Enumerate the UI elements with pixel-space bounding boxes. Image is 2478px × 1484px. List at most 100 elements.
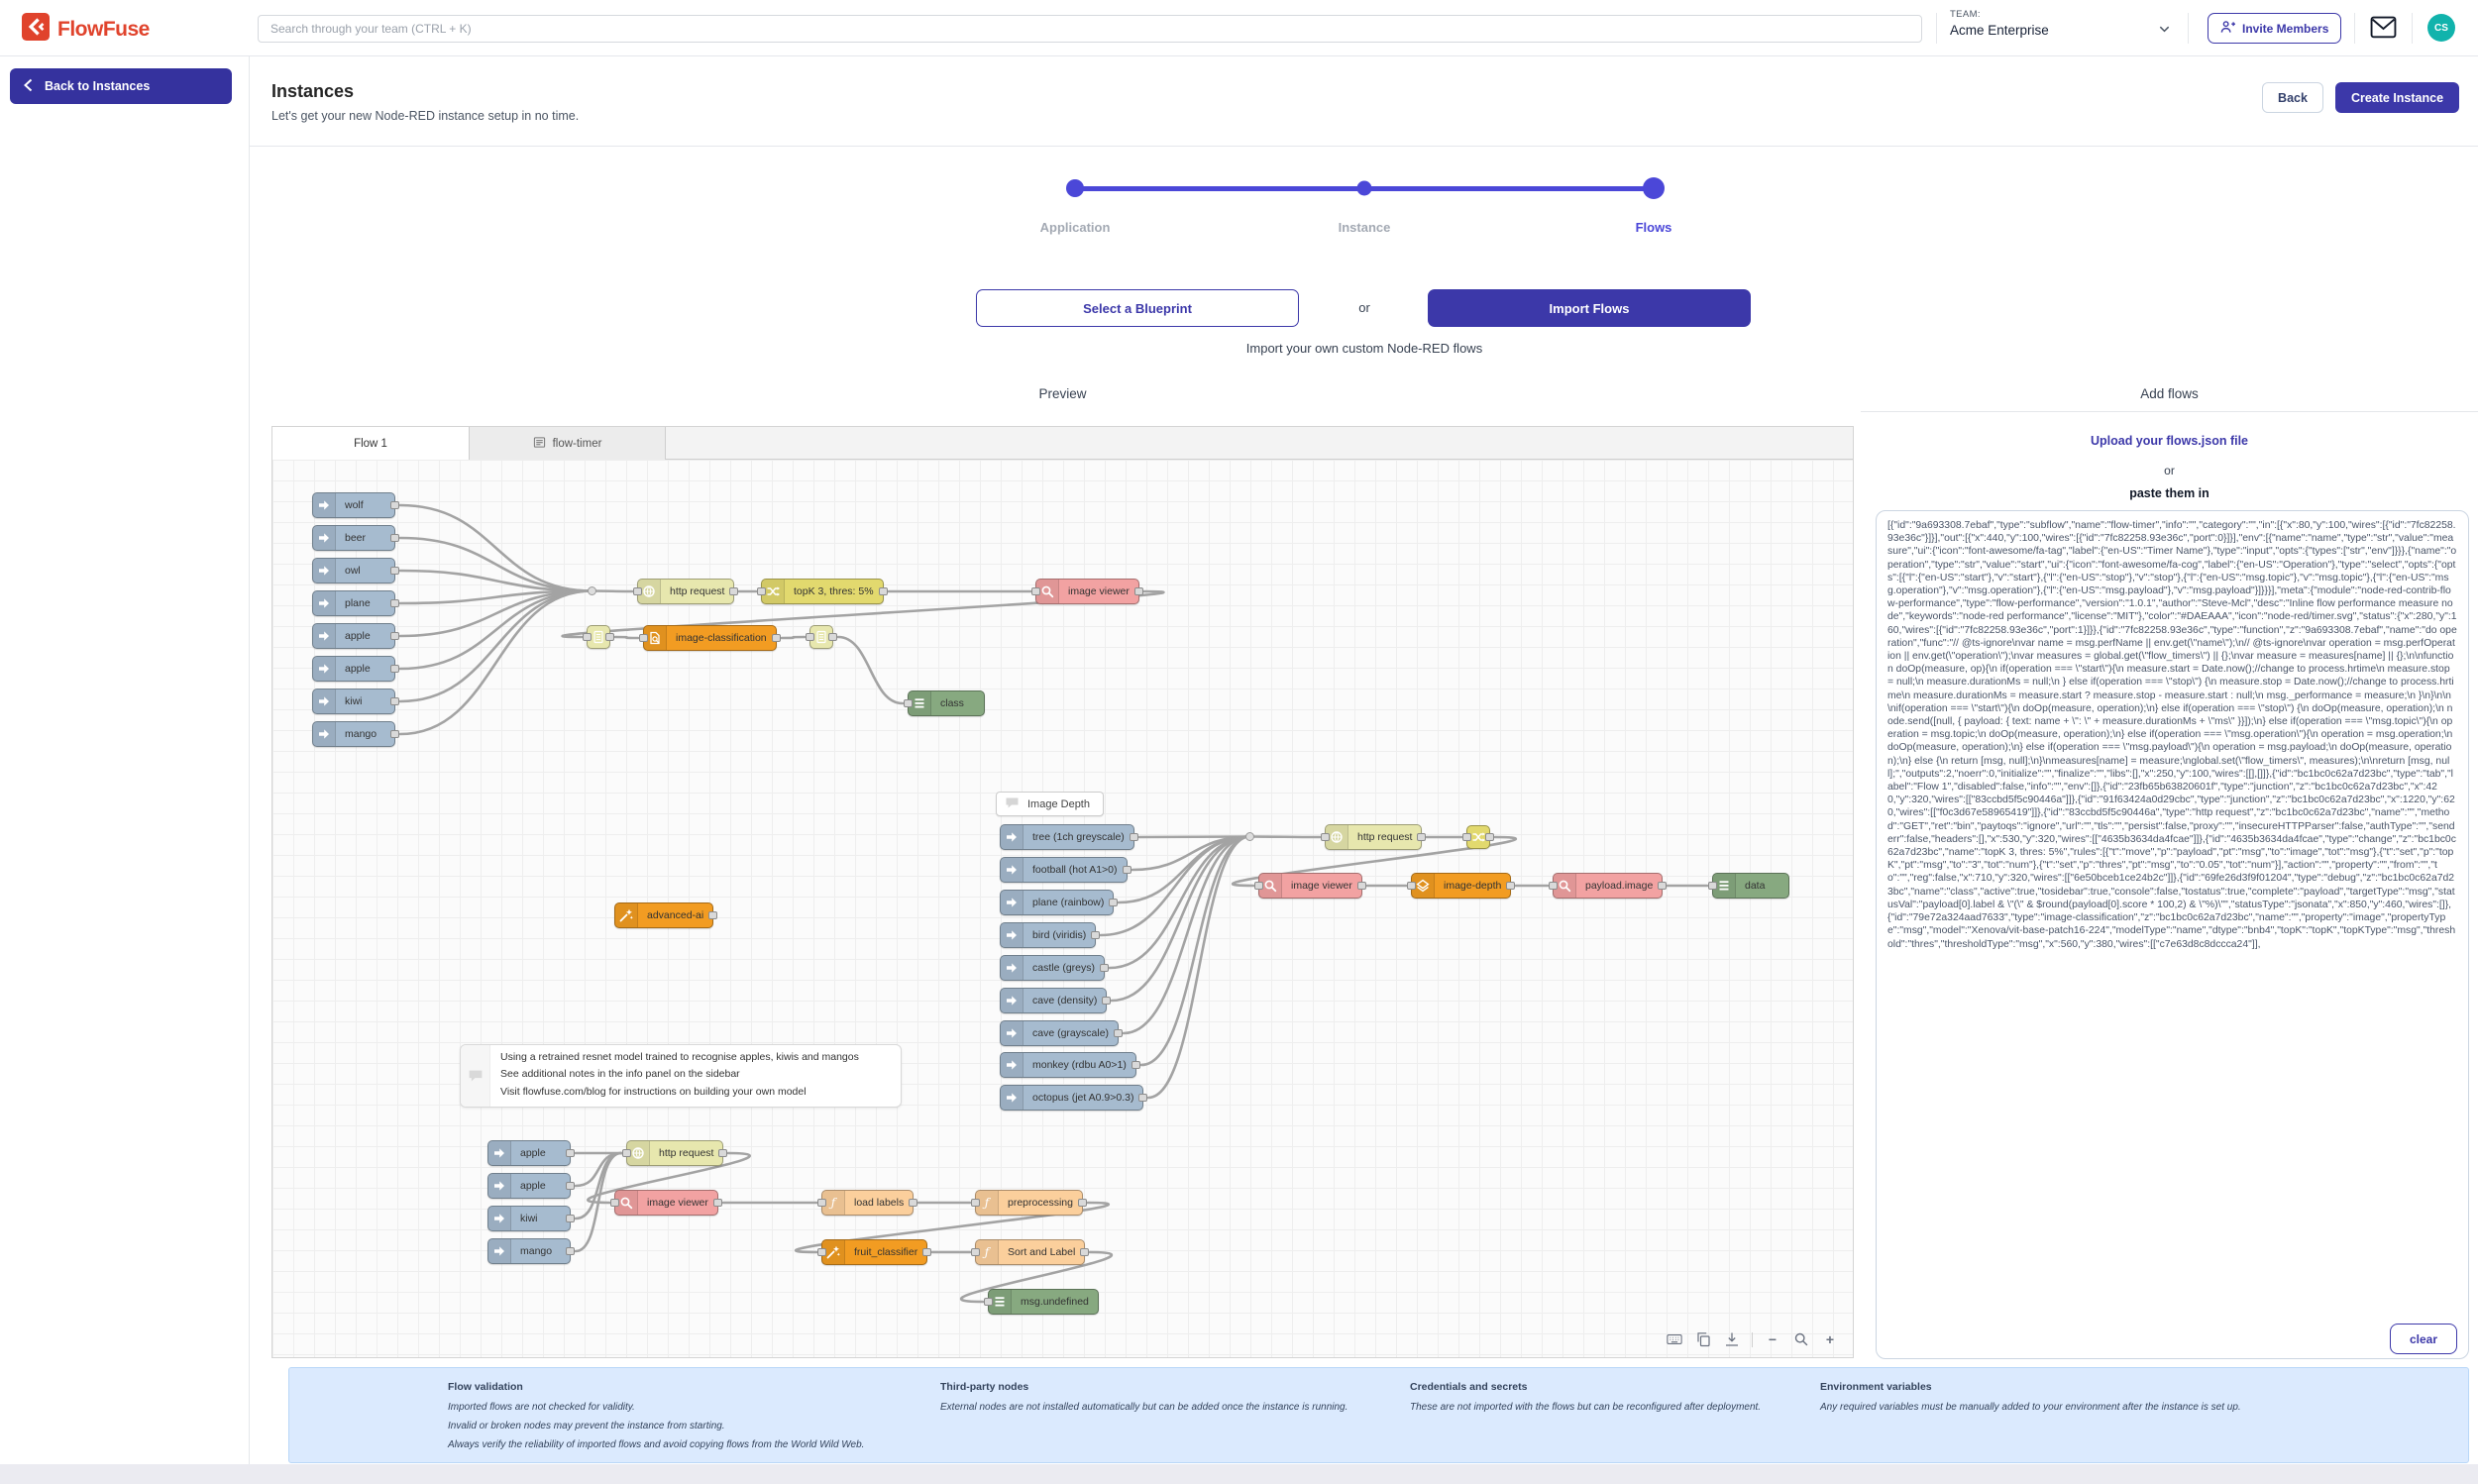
flow-node-sort-and-label[interactable]: ƒ Sort and Label xyxy=(971,1239,1090,1265)
output-port xyxy=(390,599,399,607)
tab-flow-1[interactable]: Flow 1 xyxy=(272,427,470,460)
node-label: image-depth xyxy=(1444,880,1502,892)
flow-node-castle-greys-[interactable]: castle (greys) xyxy=(1000,955,1110,981)
node-label: msg.undefined xyxy=(1021,1296,1089,1308)
output-port xyxy=(771,634,781,642)
select-blueprint-button[interactable]: Select a Blueprint xyxy=(976,289,1299,327)
debug-list-icon xyxy=(989,1290,1012,1314)
clear-button[interactable]: clear xyxy=(2390,1324,2457,1354)
back-to-instances-button[interactable]: Back to Instances xyxy=(10,68,232,104)
copy-icon[interactable] xyxy=(1694,1330,1712,1348)
download-icon[interactable] xyxy=(1723,1330,1741,1348)
flow-preview-panel: Flow 1 flow-timer Image Depth xyxy=(271,426,1854,1358)
tab-flow-timer[interactable]: flow-timer xyxy=(470,427,666,460)
flow-node-data[interactable]: data xyxy=(1708,873,1789,899)
step-dot-flows[interactable] xyxy=(1643,177,1665,199)
flow-node-apple[interactable]: apple xyxy=(487,1140,575,1166)
flow-node-image-viewer[interactable]: image viewer xyxy=(610,1190,722,1216)
flow-node-advanced-ai[interactable]: advanced-ai xyxy=(614,902,718,928)
wire-junction[interactable] xyxy=(588,586,596,595)
zoom-in-icon[interactable]: + xyxy=(1821,1330,1839,1348)
flow-node-kiwi[interactable]: kiwi xyxy=(487,1206,575,1231)
flow-node-load-labels[interactable]: ƒ load labels xyxy=(817,1190,918,1216)
wire xyxy=(398,589,593,638)
flow-node-tree-1ch-greyscale-[interactable]: tree (1ch greyscale) xyxy=(1000,824,1138,850)
step-label-application[interactable]: Application xyxy=(1039,220,1111,235)
zoom-out-icon[interactable]: − xyxy=(1764,1330,1781,1348)
flows-json-input[interactable]: [{"id":"9a693308.7ebaf","type":"subflow"… xyxy=(1876,510,2469,1359)
flow-node-fruit-classifier[interactable]: fruit_classifier xyxy=(817,1239,932,1265)
inject-arrow-icon xyxy=(488,1239,511,1263)
wire-junction[interactable] xyxy=(1245,832,1254,841)
subflow-icon xyxy=(533,436,546,452)
step-label-instance[interactable]: Instance xyxy=(1338,220,1391,235)
comment-node[interactable]: Using a retrained resnet model trained t… xyxy=(460,1044,902,1108)
search-input[interactable] xyxy=(258,15,1922,43)
zoom-reset-icon[interactable] xyxy=(1792,1330,1810,1348)
group-label-text: Image Depth xyxy=(1027,797,1090,810)
step-dot-instance[interactable] xyxy=(1356,180,1372,196)
flowfuse-logo[interactable]: FlowFuse xyxy=(22,13,150,46)
upload-flows-link[interactable]: Upload your flows.json file xyxy=(2090,434,2249,448)
flow-node-cave-density-[interactable]: cave (density) xyxy=(1000,988,1112,1013)
output-port xyxy=(1077,1199,1087,1207)
flow-node-http-request[interactable]: http request xyxy=(1321,824,1427,850)
flow-node-image-depth[interactable]: image-depth xyxy=(1407,873,1516,899)
flow-node-image-classification[interactable]: image-classification xyxy=(639,625,781,651)
flow-node-apple[interactable]: apple xyxy=(487,1173,575,1199)
invite-members-button[interactable]: Invite Members xyxy=(2208,13,2342,44)
wire xyxy=(587,1151,751,1205)
flow-node-preprocessing[interactable]: ƒ preprocessing xyxy=(971,1190,1087,1216)
flow-node-wolf[interactable]: wolf xyxy=(312,492,399,518)
flow-node-octopus-jet-a0-9-0-3-[interactable]: octopus (jet A0.9>0.3) xyxy=(1000,1085,1148,1111)
flow-node-link[interactable] xyxy=(583,625,614,649)
output-port xyxy=(566,1149,575,1157)
flow-node-apple[interactable]: apple xyxy=(312,656,399,682)
wire xyxy=(1146,835,1251,1100)
step-label-flows[interactable]: Flows xyxy=(1635,220,1672,235)
flow-node-http-request[interactable]: http request xyxy=(622,1140,728,1166)
flow-node-cave-grayscale-[interactable]: cave (grayscale) xyxy=(1000,1020,1124,1046)
back-to-instances-label: Back to Instances xyxy=(45,79,151,93)
mail-icon[interactable] xyxy=(2370,16,2397,40)
flow-node-football-hot-a1-0-[interactable]: football (hot A1>0) xyxy=(1000,857,1131,883)
invite-members-label: Invite Members xyxy=(2242,21,2329,36)
flow-node-plane[interactable]: plane xyxy=(312,590,399,616)
flow-node-owl[interactable]: owl xyxy=(312,558,399,583)
input-port xyxy=(622,1149,631,1157)
create-instance-button[interactable]: Create Instance xyxy=(2335,82,2459,113)
flow-node-http-request[interactable]: http request xyxy=(633,579,739,604)
keyboard-icon[interactable] xyxy=(1666,1330,1683,1348)
flow-node-monkey-rdbu-a0-1-[interactable]: monkey (rdbu A0>1) xyxy=(1000,1052,1140,1078)
chevron-down-icon[interactable] xyxy=(2158,23,2171,36)
group-label[interactable]: Image Depth xyxy=(996,792,1104,816)
divider xyxy=(1752,1331,1753,1347)
flow-node-apple[interactable]: apple xyxy=(312,623,399,649)
flow-node-beer[interactable]: beer xyxy=(312,525,399,551)
node-label: Sort and Label xyxy=(1008,1246,1076,1258)
flow-node-plane-rainbow-[interactable]: plane (rainbow) xyxy=(1000,890,1119,915)
tab-label: flow-timer xyxy=(552,437,602,450)
import-flows-button[interactable]: Import Flows xyxy=(1428,289,1751,327)
flow-node-mango[interactable]: mango xyxy=(487,1238,575,1264)
flow-node-class[interactable]: class xyxy=(904,690,985,716)
node-label: load labels xyxy=(854,1197,905,1209)
flow-canvas[interactable]: Image Depth Using a retrained resnet mod… xyxy=(272,460,1853,1357)
user-avatar[interactable]: CS xyxy=(2427,14,2455,42)
step-dot-application[interactable] xyxy=(1066,179,1084,197)
team-switcher[interactable]: TEAM: Acme Enterprise xyxy=(1950,9,2049,38)
flow-node-kiwi[interactable]: kiwi xyxy=(312,689,399,714)
inject-arrow-icon xyxy=(488,1141,511,1165)
flow-node-msg-undefined[interactable]: msg.undefined xyxy=(984,1289,1099,1315)
flow-node-payload-image[interactable]: payload.image xyxy=(1549,873,1668,899)
wire xyxy=(1122,835,1251,1035)
back-button[interactable]: Back xyxy=(2262,82,2323,113)
flow-node-image-viewer[interactable]: image viewer xyxy=(1031,579,1143,604)
flow-node-mango[interactable]: mango xyxy=(312,721,399,747)
flow-node-image-viewer[interactable]: image viewer xyxy=(1254,873,1366,899)
flow-node-bird-viridis-[interactable]: bird (viridis) xyxy=(1000,922,1101,948)
flow-node-link[interactable] xyxy=(806,625,837,649)
flow-node-topk-3-thres-5-[interactable]: topK 3, thres: 5% xyxy=(757,579,888,604)
flow-node-changemini[interactable] xyxy=(1462,825,1494,849)
logo-text: FlowFuse xyxy=(57,17,150,41)
